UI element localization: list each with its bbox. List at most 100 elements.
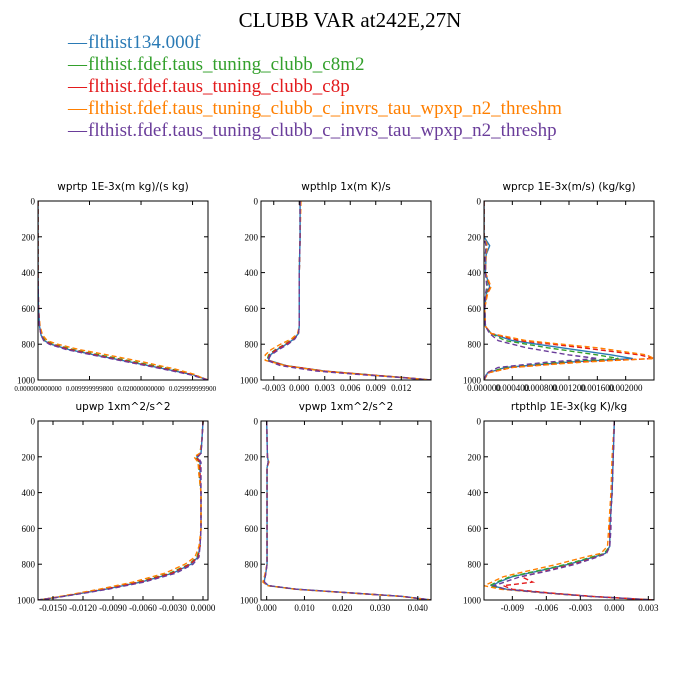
series-line xyxy=(487,421,654,600)
y-tick-label: 600 xyxy=(245,304,259,314)
y-tick-label: 0 xyxy=(254,417,259,427)
legend-item: —flthist134.000f xyxy=(68,32,562,54)
series-group xyxy=(264,201,431,380)
series-line xyxy=(262,421,431,600)
series-group xyxy=(38,421,204,600)
y-tick-label: 0 xyxy=(477,197,482,207)
y-tick-label: 600 xyxy=(245,524,259,534)
y-tick-label: 200 xyxy=(245,232,259,242)
series-line xyxy=(262,421,431,600)
panel-title: vpwp 1xm^2/s^2 xyxy=(299,401,394,413)
series-line xyxy=(38,421,204,600)
legend-item: —flthist.fdef.taus_tuning_clubb_c_invrs_… xyxy=(68,98,562,120)
panel-title: rtpthlp 1E-3x(kg K)/kg xyxy=(511,401,627,413)
x-tick-label: 0.003 xyxy=(315,383,336,393)
x-tick-label: -0.003 xyxy=(569,603,593,613)
legend-label: flthist.fdef.taus_tuning_clubb_c_invrs_t… xyxy=(88,120,557,141)
panel-title: wprtp 1E-3x(m kg)/(s kg) xyxy=(57,181,188,193)
x-tick-label: 0.001600 xyxy=(580,383,614,393)
x-tick-label: -0.006 xyxy=(535,603,559,613)
y-tick-label: 800 xyxy=(468,560,482,570)
legend: —flthist134.000f —flthist.fdef.taus_tuni… xyxy=(68,32,562,142)
x-tick-label: 0.002000 xyxy=(609,383,643,393)
panel-title: upwp 1xm^2/s^2 xyxy=(76,401,171,413)
plot-frame xyxy=(37,420,209,601)
x-tick-label: 0.001200 xyxy=(552,383,586,393)
x-tick-label: 0.000 xyxy=(289,383,310,393)
y-tick-label: 1000 xyxy=(240,596,259,606)
plot-frame xyxy=(260,420,432,601)
series-line xyxy=(38,201,208,380)
series-line xyxy=(484,201,598,380)
y-tick-label: 0 xyxy=(31,417,36,427)
legend-label: flthist.fdef.taus_tuning_clubb_c8p xyxy=(88,76,350,97)
chart-panel: rtpthlp 1E-3x(kg K)/kg 0 200 400 600 800 1000 -… xyxy=(463,401,659,613)
series-line xyxy=(38,201,208,380)
legend-item: —flthist.fdef.taus_tuning_clubb_c_invrs_… xyxy=(68,120,562,142)
y-tick-label: 200 xyxy=(468,232,482,242)
series-line xyxy=(38,201,208,380)
series-line xyxy=(266,201,431,380)
y-tick-label: 400 xyxy=(468,268,482,278)
series-line xyxy=(38,421,204,600)
y-tick-label: 1000 xyxy=(17,376,36,386)
chart-main-title: CLUBB VAR at242E,27N xyxy=(238,8,462,32)
series-line xyxy=(38,421,204,600)
y-tick-label: 600 xyxy=(22,304,36,314)
series-line xyxy=(38,201,208,380)
series-group xyxy=(484,201,654,380)
x-tick-label: -0.003 xyxy=(262,383,286,393)
series-line xyxy=(38,421,204,600)
y-tick-label: 0 xyxy=(31,197,36,207)
legend-item: —flthist.fdef.taus_tuning_clubb_c8m2 xyxy=(68,54,562,76)
x-tick-label: 0.000 xyxy=(604,603,625,613)
x-tick-label: 0.000000 xyxy=(467,383,501,393)
x-tick-label: 0.003 xyxy=(638,603,659,613)
series-line xyxy=(484,201,633,380)
x-tick-label: 0.000000000000 xyxy=(14,385,62,393)
series-line xyxy=(484,201,654,380)
y-tick-label: 600 xyxy=(22,524,36,534)
series-line xyxy=(265,201,431,380)
y-tick-label: 800 xyxy=(245,340,259,350)
x-tick-label: 0.020000000000 xyxy=(117,385,165,393)
panel-title: wpthlp 1x(m K)/s xyxy=(301,181,391,193)
y-tick-label: 600 xyxy=(468,524,482,534)
x-tick-label: 0.009999999800 xyxy=(66,385,114,393)
series-line xyxy=(491,421,654,600)
x-tick-label: 0.0000 xyxy=(191,603,216,613)
x-tick-label: -0.0150 xyxy=(39,603,67,613)
x-tick-label: 0.010 xyxy=(294,603,315,613)
x-tick-label: 0.000800 xyxy=(524,383,558,393)
y-tick-label: 400 xyxy=(22,268,36,278)
y-tick-label: 600 xyxy=(468,304,482,314)
x-tick-label: 0.040 xyxy=(408,603,429,613)
series-line xyxy=(264,201,431,380)
y-tick-label: 800 xyxy=(22,560,36,570)
y-tick-label: 1000 xyxy=(463,596,482,606)
series-line xyxy=(267,201,431,380)
x-tick-label: -0.0090 xyxy=(99,603,127,613)
series-line xyxy=(38,201,208,380)
chart-panel: wprtp 1E-3x(m kg)/(s kg) 0 200 400 600 800 100… xyxy=(14,181,216,393)
plot-frame xyxy=(260,200,432,381)
y-tick-label: 200 xyxy=(22,232,36,242)
legend-label: flthist.fdef.taus_tuning_clubb_c_invrs_t… xyxy=(88,98,562,119)
y-tick-label: 800 xyxy=(245,560,259,570)
legend-label: flthist134.000f xyxy=(88,32,201,53)
x-tick-label: 0.006 xyxy=(340,383,361,393)
legend-item: —flthist.fdef.taus_tuning_clubb_c8p xyxy=(68,76,562,98)
x-tick-label: 0.000400 xyxy=(495,383,529,393)
y-tick-label: 400 xyxy=(245,488,259,498)
series-line xyxy=(262,421,431,600)
x-tick-label: 0.020 xyxy=(332,603,353,613)
series-line xyxy=(263,421,431,600)
x-tick-label: -0.009 xyxy=(501,603,525,613)
plot-frame xyxy=(483,420,655,601)
panel-title: wprcp 1E-3x(m/s) (kg/kg) xyxy=(502,181,635,193)
y-tick-label: 400 xyxy=(245,268,259,278)
y-tick-label: 400 xyxy=(22,488,36,498)
